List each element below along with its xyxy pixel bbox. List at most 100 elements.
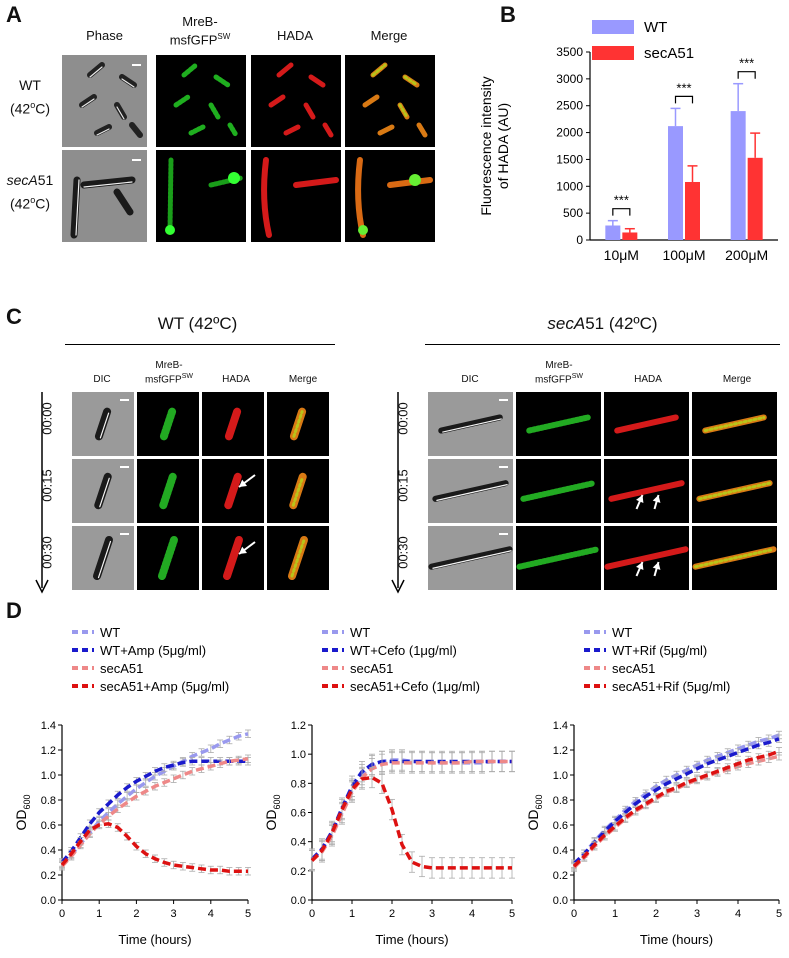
cell-dic [94, 472, 112, 510]
y-tick-label: 1.4 [553, 720, 568, 732]
cell-drawing [289, 472, 307, 510]
y-tick-label: 2000 [556, 126, 583, 140]
c-wt-header-merge: Merge [288, 374, 318, 385]
y-tick-label: 0.8 [41, 795, 56, 807]
cell-drawing [432, 466, 509, 502]
row-label-seca51-temp-sup: o [30, 195, 36, 205]
c-seca-time-0: 00:00 [395, 402, 411, 435]
c-wt-time-arrow [35, 392, 49, 594]
cell-drawing [94, 466, 129, 510]
row-label-wt-temp: (42 [9, 100, 31, 117]
x-axis-label: Time (hours) [375, 932, 448, 947]
cell-dic-highlight [442, 418, 502, 433]
y-axis-label-line1: Fluorescence intensity [478, 76, 494, 215]
cell-dic [432, 480, 509, 502]
cell-drawing [224, 472, 256, 510]
cell-hada [608, 480, 685, 502]
c-wt-time-1: 00:15 [39, 469, 55, 502]
y-axis-label-od: OD [525, 810, 541, 831]
x-axis-label: Time (hours) [118, 932, 191, 947]
legend-label: secA51 [100, 661, 143, 676]
significance-label: *** [739, 56, 754, 71]
legend-label: secA51 [350, 661, 393, 676]
y-tick-label: 1.2 [41, 745, 56, 757]
cell-merge-green [693, 547, 776, 569]
chart-d1: WT WT+Amp (5μg/ml) secA51 secA51+Amp (5μg/m… [13, 625, 251, 947]
legend-label: WT [350, 625, 370, 640]
c-seca-grid-merge-t0 [692, 392, 777, 456]
row-label-seca51-temp-end: C) [35, 195, 51, 212]
panel-c-seca-title-rest: 51 (42ºC) [585, 314, 658, 333]
cell-merge-green [292, 410, 304, 438]
cell-hada [604, 546, 689, 570]
cell-dic [94, 407, 112, 441]
cell-drawing [520, 480, 597, 502]
cell-drawing [159, 407, 177, 441]
cell-merge-green [291, 475, 305, 507]
y-tick-label: 1.0 [553, 770, 568, 782]
chart-b: Fluorescence intensityof HADA (AU) 0 500 10… [478, 19, 778, 263]
c-wt-grid-merge-t2 [267, 526, 329, 590]
y-tick-label: 0.6 [41, 820, 56, 832]
c-wt-header-mreb-1: MreB- [155, 360, 183, 371]
image-a-seca-mreb [156, 150, 246, 242]
cell-dic-highlight [99, 412, 110, 439]
c-wt-grid-dic-t2 [72, 526, 134, 590]
c-seca-grid-hada-t1 [604, 459, 689, 523]
cell-hada [614, 414, 679, 434]
c-seca-grid-merge-t2 [692, 526, 777, 590]
legend-label: secA51+Cefo (1μg/ml) [350, 679, 480, 694]
c-seca-grid-mreb-t0 [516, 392, 601, 456]
chart-d3: WT WT+Rif (5μg/ml) secA51 secA51+Rif (5μg/m… [525, 625, 782, 947]
cell-mreb [159, 472, 177, 510]
cell-drawing [696, 480, 773, 502]
x-tick-label: 1 [612, 908, 618, 920]
col-header-merge: Merge [370, 28, 408, 43]
c-seca-grid-mreb-t2 [516, 526, 601, 590]
x-tick-label: 5 [245, 908, 251, 920]
y-tick-label: 2500 [556, 99, 583, 113]
cell-drawing [516, 546, 601, 570]
c-wt-grid-mreb-t1 [137, 459, 199, 523]
x-tick-label: 1 [96, 908, 102, 920]
y-tick-label: 3500 [556, 45, 583, 59]
x-tick-label: 2 [653, 908, 659, 920]
y-tick-label: 0.4 [553, 845, 568, 857]
y-axis-label-sub: 600 [534, 794, 544, 809]
panel-label-b: B [500, 2, 516, 27]
arrow-icon [652, 562, 661, 570]
c-wt-grid-merge-t0 [267, 392, 329, 456]
c-wt-grid-hada-t1 [202, 459, 264, 523]
row-label-wt: WT (42oC) [0, 75, 60, 119]
y-tick-label: 0.2 [291, 866, 306, 878]
y-tick-label: 1000 [556, 179, 583, 193]
y-tick-label: 0 [576, 233, 583, 247]
legend-label: WT+Amp (5μg/ml) [100, 643, 206, 658]
legend-label: WT [644, 19, 667, 36]
y-tick-label: 0.0 [553, 895, 568, 907]
c-wt-header-mreb-sup: SW [181, 373, 193, 380]
panel-c-seca-rule [425, 344, 780, 345]
legend-swatch [592, 46, 634, 60]
legend-swatch [592, 20, 634, 34]
bar-secA51 [747, 157, 763, 240]
image-a-seca-phase [62, 150, 147, 242]
c-seca-grid-hada-t0 [604, 392, 689, 456]
cell-drawing [224, 407, 242, 441]
c-seca-time-1: 00:15 [395, 469, 411, 502]
c-seca-time-arrow [391, 392, 405, 594]
panel-label-a: A [6, 2, 22, 27]
cell-dic-highlight [436, 484, 508, 501]
panel-c-seca-title: secA51 (42ºC) [425, 314, 780, 334]
cell-drawing [608, 480, 685, 510]
c-wt-header-mreb-2: msfGFP [145, 374, 182, 386]
y-axis-label: OD600 [525, 794, 544, 830]
x-axis-label: Time (hours) [640, 932, 713, 947]
cell-dic-highlight [432, 550, 512, 569]
y-tick-label: 0.8 [291, 778, 306, 790]
cell-drawing [428, 533, 513, 570]
c-wt-grid-merge-t1 [267, 459, 329, 523]
significance-bracket [674, 95, 694, 104]
col-header-mreb: MreB- msfGFPSW [155, 14, 245, 47]
bar-WT [605, 225, 621, 240]
